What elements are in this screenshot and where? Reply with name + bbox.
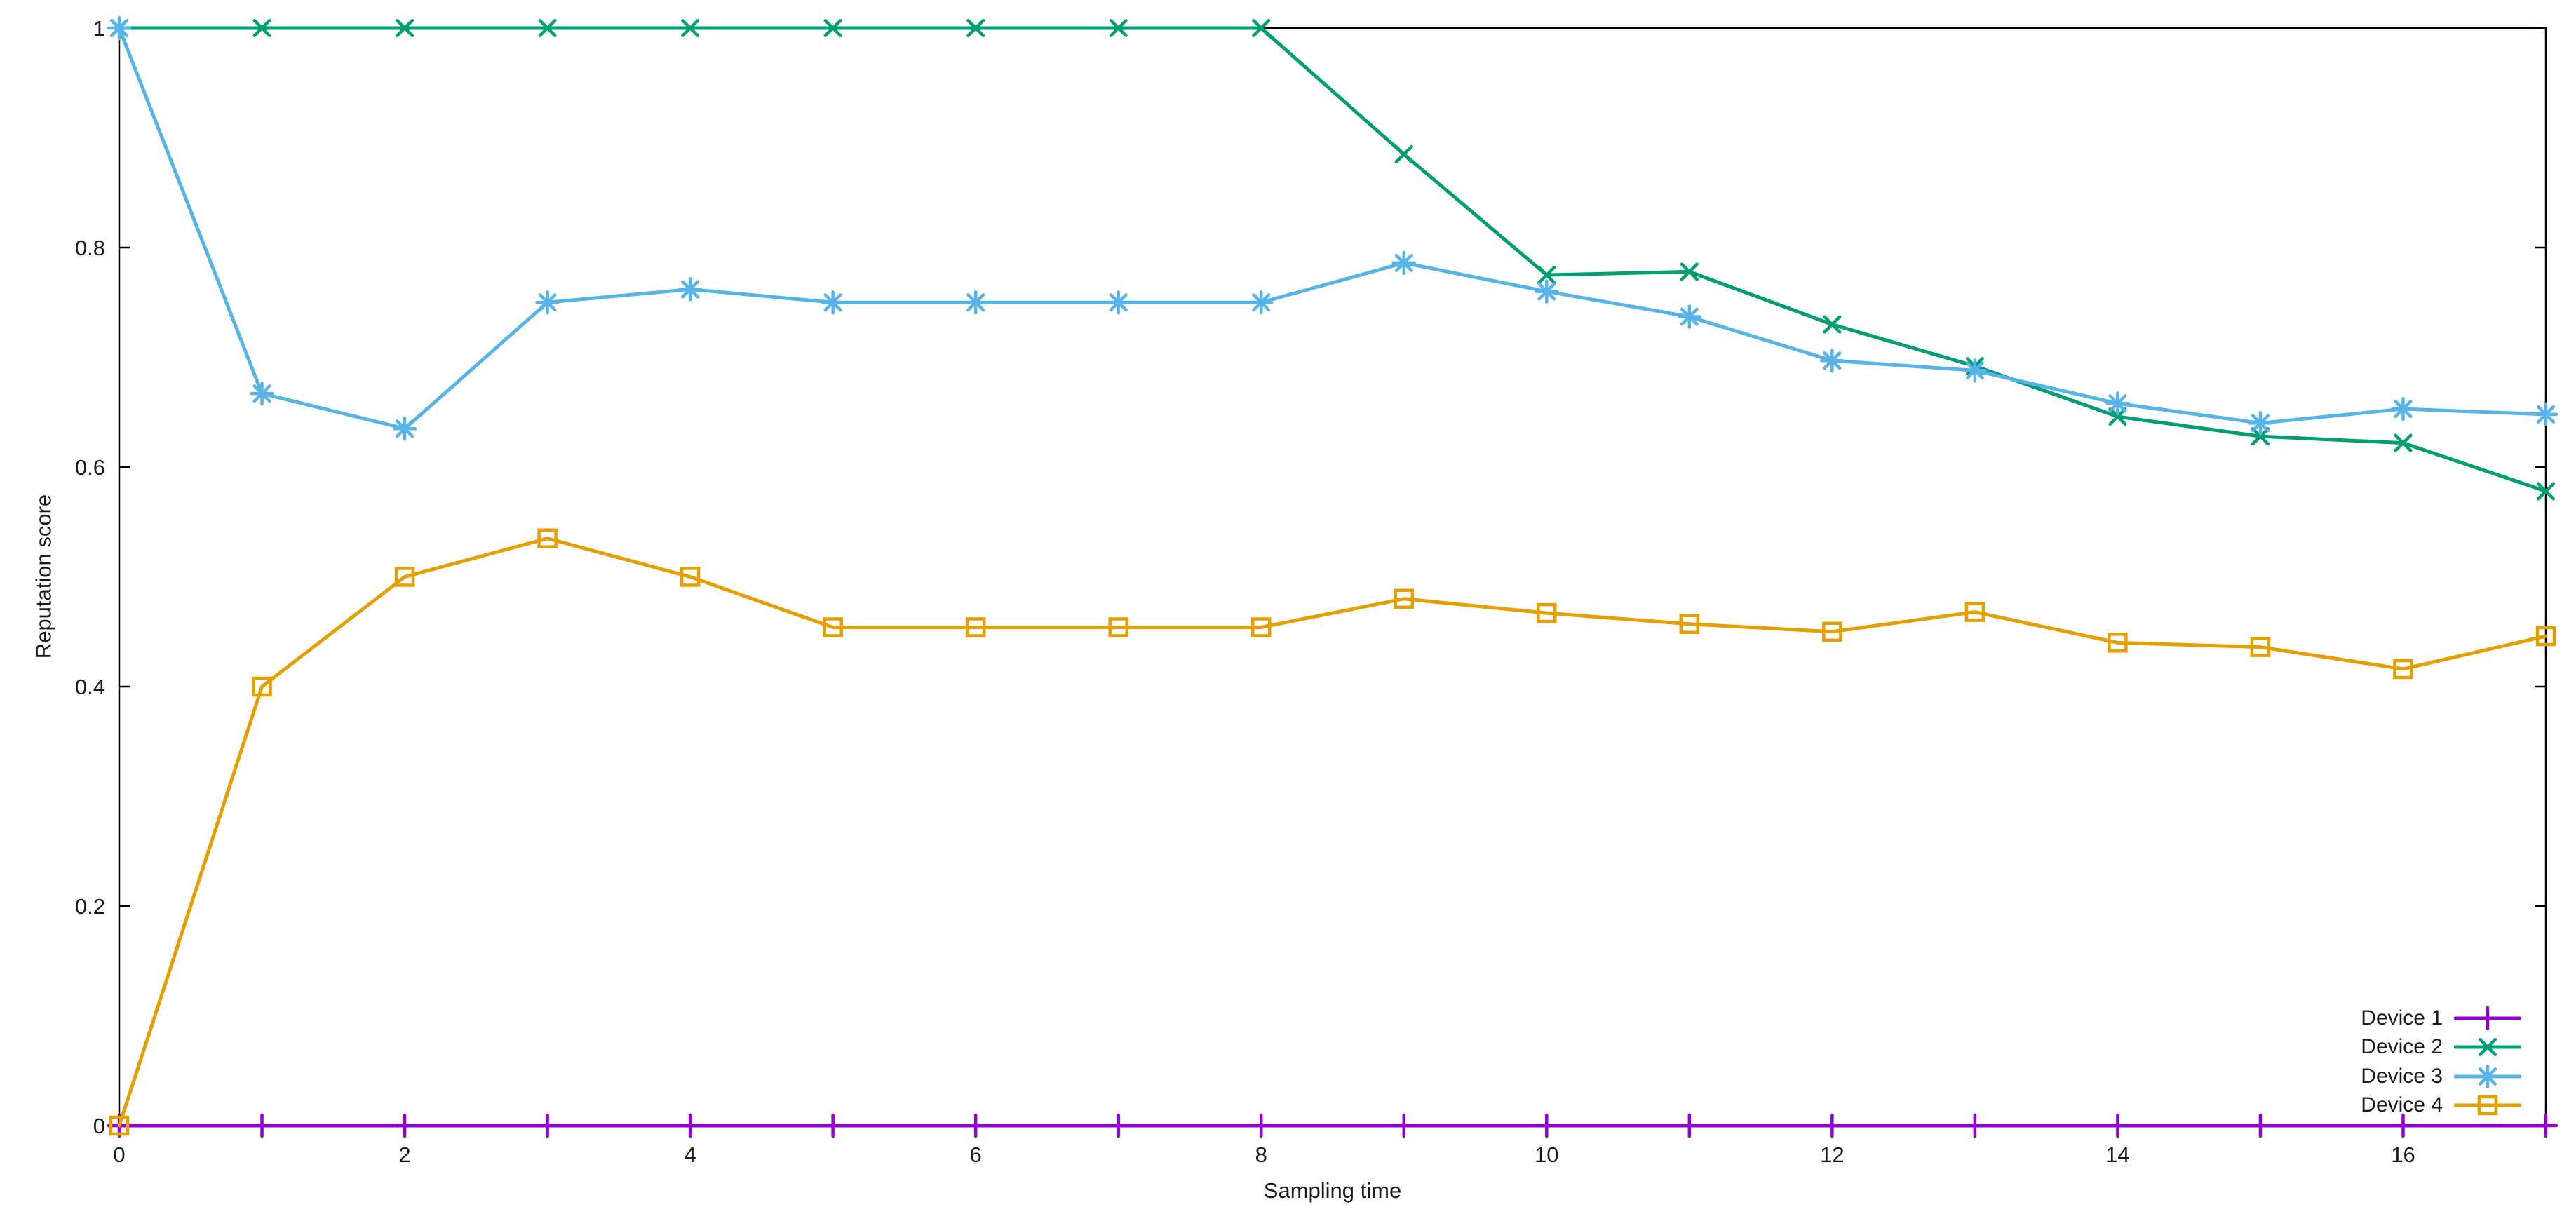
- svg-text:4: 4: [684, 1142, 696, 1167]
- y-axis-title: Reputation score: [31, 494, 56, 659]
- legend-item-device-2: Device 2: [2361, 1033, 2521, 1062]
- legend-sample-line-device-4: [2454, 1095, 2521, 1116]
- svg-text:0.8: 0.8: [75, 236, 105, 260]
- svg-text:0.6: 0.6: [75, 455, 105, 480]
- svg-text:0: 0: [93, 1114, 105, 1138]
- svg-text:12: 12: [1820, 1142, 1844, 1167]
- legend-item-device-3: Device 3: [2361, 1062, 2521, 1091]
- svg-text:14: 14: [2105, 1142, 2129, 1167]
- svg-text:16: 16: [2391, 1142, 2415, 1167]
- legend: Device 1 Device 2 Device 3 Device 4: [2361, 1004, 2521, 1120]
- svg-text:0.2: 0.2: [75, 894, 105, 919]
- svg-text:1: 1: [93, 16, 105, 41]
- svg-text:0: 0: [113, 1142, 125, 1167]
- legend-label-device-3: Device 3: [2361, 1064, 2443, 1088]
- legend-item-device-4: Device 4: [2361, 1091, 2521, 1121]
- legend-label-device-4: Device 4: [2361, 1093, 2443, 1117]
- legend-label-device-1: Device 1: [2361, 1006, 2443, 1030]
- legend-label-device-2: Device 2: [2361, 1035, 2443, 1059]
- legend-sample-line-device-1: [2454, 1006, 2521, 1030]
- legend-sample-line-device-3: [2454, 1064, 2521, 1088]
- svg-text:2: 2: [398, 1142, 410, 1167]
- legend-item-device-1: Device 1: [2361, 1004, 2521, 1033]
- svg-text:10: 10: [1535, 1142, 1558, 1167]
- x-axis-title: Sampling time: [1263, 1178, 1402, 1203]
- svg-text:6: 6: [970, 1142, 982, 1167]
- legend-sample-line-device-2: [2454, 1038, 2521, 1057]
- svg-text:0.4: 0.4: [75, 675, 105, 699]
- svg-text:8: 8: [1255, 1142, 1267, 1167]
